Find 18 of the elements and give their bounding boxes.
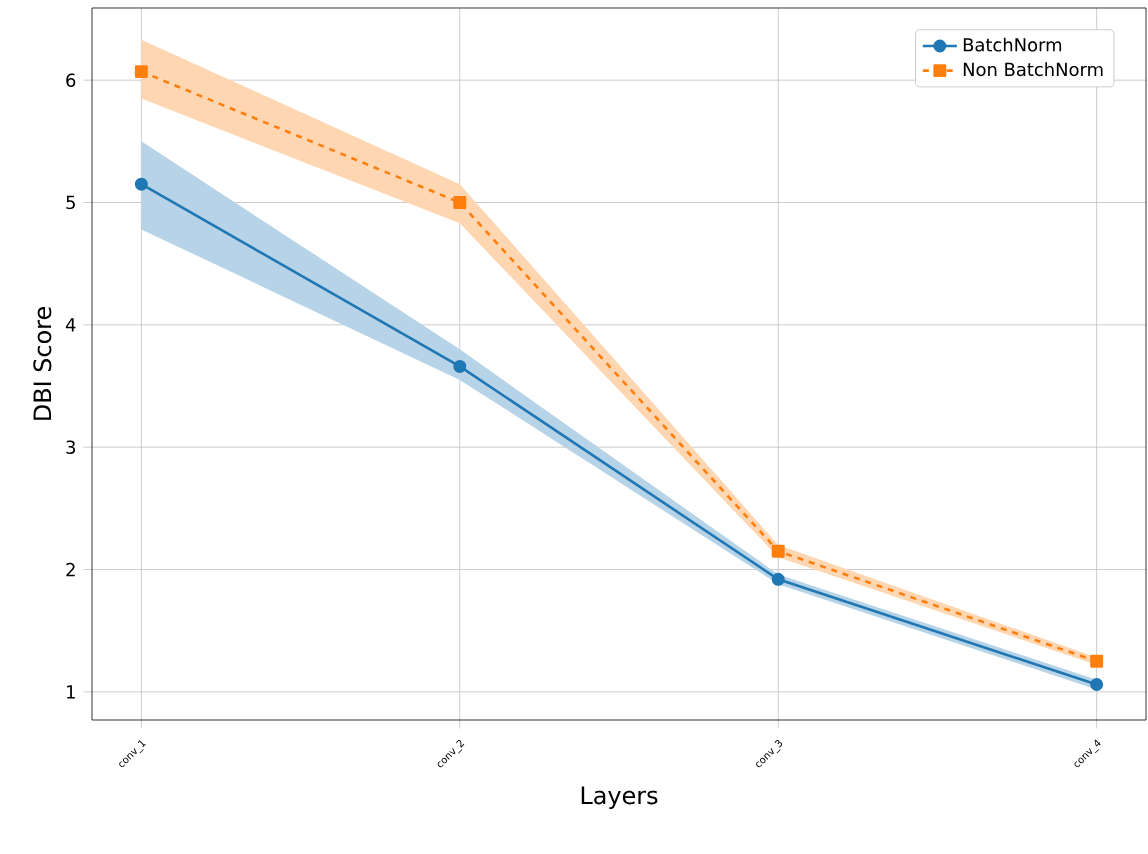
point — [1090, 654, 1104, 668]
point — [134, 177, 148, 191]
y-tick-label: 3 — [66, 440, 76, 454]
point — [1090, 678, 1104, 691]
point — [771, 572, 785, 586]
y-tick-label: 5 — [66, 195, 75, 210]
y-tick-label: 2 — [66, 562, 75, 577]
point — [453, 196, 467, 209]
x-axis-title: Layers — [581, 786, 658, 809]
y-axis-title: DBI Score — [33, 307, 52, 420]
legend-label: Non BatchNorm — [963, 62, 1103, 77]
point — [453, 359, 467, 373]
y-tick-label: 4 — [65, 318, 76, 332]
y-tick-label: 1 — [67, 685, 75, 699]
y-tick-label: 6 — [66, 73, 76, 87]
point — [771, 544, 785, 558]
point — [134, 65, 148, 79]
legend-label: BatchNorm — [963, 37, 1062, 52]
